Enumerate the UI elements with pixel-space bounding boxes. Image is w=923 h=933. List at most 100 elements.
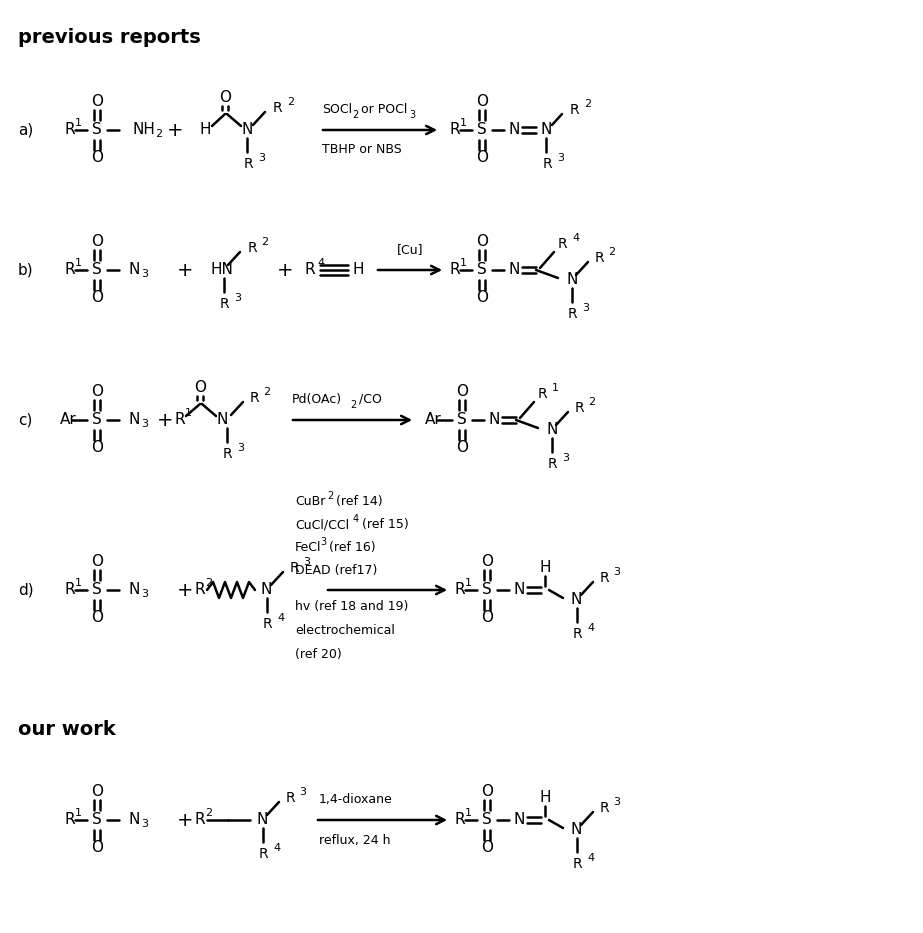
Text: +: + <box>176 811 193 829</box>
Text: +: + <box>277 260 294 280</box>
Text: R: R <box>250 391 259 405</box>
Text: 1: 1 <box>75 808 82 818</box>
Text: S: S <box>477 262 486 277</box>
Text: 1: 1 <box>185 408 192 418</box>
Text: 2: 2 <box>287 97 294 107</box>
Text: R: R <box>273 101 282 115</box>
Text: O: O <box>91 610 103 625</box>
Text: R: R <box>454 582 465 597</box>
Text: S: S <box>92 122 102 137</box>
Text: R: R <box>573 857 582 871</box>
Text: R: R <box>195 813 205 828</box>
Text: CuCl/CCl: CuCl/CCl <box>295 518 349 531</box>
Text: N: N <box>566 272 578 287</box>
Text: N: N <box>571 823 582 838</box>
Text: 3: 3 <box>613 567 620 577</box>
Text: O: O <box>476 150 488 165</box>
Text: S: S <box>92 262 102 277</box>
Text: HN: HN <box>210 262 233 277</box>
Text: H: H <box>352 262 364 277</box>
Text: 2: 2 <box>327 491 333 501</box>
Text: N: N <box>129 412 140 427</box>
Text: TBHP or NBS: TBHP or NBS <box>322 143 402 156</box>
Text: Ar: Ar <box>60 412 77 427</box>
Text: R: R <box>244 157 254 171</box>
Text: 3: 3 <box>141 589 148 599</box>
Text: R: R <box>600 571 609 585</box>
Text: 1: 1 <box>465 808 472 818</box>
Text: R: R <box>600 801 609 815</box>
Text: 2: 2 <box>205 578 212 588</box>
Text: reflux, 24 h: reflux, 24 h <box>319 834 390 847</box>
Text: 2: 2 <box>155 129 162 139</box>
Text: N: N <box>261 582 272 597</box>
Text: 4: 4 <box>317 258 324 268</box>
Text: N: N <box>257 813 269 828</box>
Text: O: O <box>476 290 488 305</box>
Text: O: O <box>476 94 488 109</box>
Text: S: S <box>92 582 102 597</box>
Text: 2: 2 <box>588 397 595 407</box>
Text: 1: 1 <box>460 258 467 268</box>
Text: +: + <box>167 120 184 140</box>
Text: N: N <box>129 813 140 828</box>
Text: 3: 3 <box>299 787 306 797</box>
Text: O: O <box>481 610 493 625</box>
Text: R: R <box>286 791 295 805</box>
Text: R: R <box>454 813 465 828</box>
Text: R: R <box>538 387 547 401</box>
Text: 2: 2 <box>350 400 356 410</box>
Text: b): b) <box>18 262 33 277</box>
Text: or POCl: or POCl <box>357 103 407 116</box>
Text: our work: our work <box>18 720 115 739</box>
Text: O: O <box>481 554 493 569</box>
Text: hv (ref 18 and 19): hv (ref 18 and 19) <box>295 600 408 613</box>
Text: Pd(OAc): Pd(OAc) <box>292 393 342 406</box>
Text: S: S <box>482 582 492 597</box>
Text: +: + <box>176 580 193 600</box>
Text: R: R <box>548 457 557 471</box>
Text: +: + <box>176 260 193 280</box>
Text: R: R <box>558 237 568 251</box>
Text: N: N <box>129 262 140 277</box>
Text: O: O <box>91 150 103 165</box>
Text: previous reports: previous reports <box>18 28 200 47</box>
Text: R: R <box>65 122 75 137</box>
Text: R: R <box>595 251 605 265</box>
Text: R: R <box>65 262 75 277</box>
Text: O: O <box>219 91 231 105</box>
Text: /CO: /CO <box>355 393 382 406</box>
Text: R: R <box>263 617 272 631</box>
Text: S: S <box>92 813 102 828</box>
Text: 4: 4 <box>587 853 594 863</box>
Text: 2: 2 <box>584 99 591 109</box>
Text: 1: 1 <box>75 118 82 128</box>
Text: c): c) <box>18 412 32 427</box>
Text: H: H <box>539 561 551 576</box>
Text: R: R <box>450 122 460 137</box>
Text: O: O <box>456 440 468 455</box>
Text: R: R <box>259 847 269 861</box>
Text: N: N <box>513 813 524 828</box>
Text: S: S <box>92 412 102 427</box>
Text: 2: 2 <box>263 387 270 397</box>
Text: (ref 16): (ref 16) <box>325 541 376 554</box>
Text: R: R <box>570 103 580 117</box>
Text: N: N <box>216 412 228 427</box>
Text: R: R <box>450 262 460 277</box>
Text: 1: 1 <box>465 578 472 588</box>
Text: R: R <box>568 307 578 321</box>
Text: O: O <box>91 290 103 305</box>
Text: 1,4-dioxane: 1,4-dioxane <box>319 793 393 806</box>
Text: 1: 1 <box>75 578 82 588</box>
Text: H: H <box>539 790 551 805</box>
Text: 3: 3 <box>320 537 326 547</box>
Text: NH: NH <box>132 122 155 137</box>
Text: S: S <box>477 122 486 137</box>
Text: 4: 4 <box>353 514 359 524</box>
Text: 3: 3 <box>141 419 148 429</box>
Text: 4: 4 <box>277 613 284 623</box>
Text: 3: 3 <box>141 819 148 829</box>
Text: a): a) <box>18 122 33 137</box>
Text: R: R <box>573 627 582 641</box>
